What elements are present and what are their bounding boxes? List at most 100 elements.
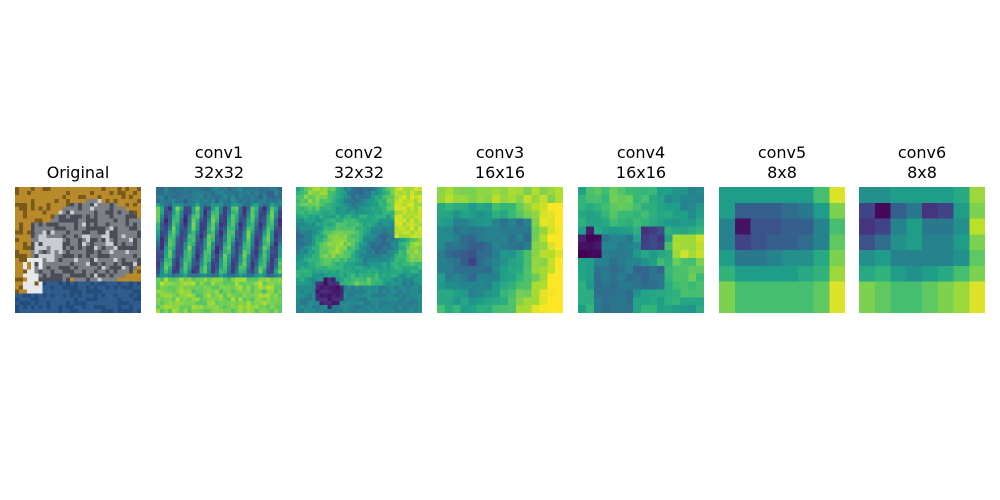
conv6-cell xyxy=(937,234,954,251)
photo-pixel xyxy=(46,269,51,274)
conv2-cell xyxy=(414,222,419,227)
conv1-cell xyxy=(274,265,279,270)
conv2-cell xyxy=(378,301,383,306)
conv1-cell xyxy=(258,214,263,219)
conv6-cell xyxy=(922,250,938,266)
conv1-cell xyxy=(179,246,184,251)
conv1-cell xyxy=(179,206,184,211)
conv3-cell xyxy=(507,226,516,235)
conv3-cell xyxy=(452,289,461,298)
conv1-cell xyxy=(242,257,247,262)
conv3-cell xyxy=(500,218,508,227)
conv2-cell xyxy=(394,285,399,290)
photo-pixel xyxy=(58,198,63,203)
photo-pixel xyxy=(26,187,31,191)
conv2-cell xyxy=(382,226,387,231)
conv1-cell xyxy=(159,234,164,239)
conv3-cell xyxy=(437,297,445,306)
photo-pixel xyxy=(70,198,75,203)
conv4-cell xyxy=(609,242,618,251)
conv3-cell xyxy=(547,242,556,251)
conv3-cell xyxy=(468,265,477,274)
conv2-cell xyxy=(331,269,336,274)
conv2-cell xyxy=(351,265,356,270)
conv1-cell xyxy=(207,214,212,219)
photo-pixel xyxy=(113,293,118,298)
conv1-cell xyxy=(222,277,227,282)
conv4-cell xyxy=(641,218,649,227)
photo-pixel xyxy=(38,194,43,199)
conv1-cell xyxy=(262,273,267,278)
conv3-cell xyxy=(547,289,556,298)
conv2-cell xyxy=(343,250,348,254)
conv1-cell xyxy=(207,234,212,239)
conv5-cell xyxy=(797,281,814,298)
photo-pixel xyxy=(62,234,67,239)
conv1-cell xyxy=(230,289,235,294)
photo-pixel xyxy=(54,309,59,313)
photo-pixel xyxy=(34,222,39,227)
conv4-cell xyxy=(672,218,681,227)
conv3-cell xyxy=(484,194,493,203)
conv4-cell xyxy=(696,297,704,306)
conv2-cell xyxy=(315,194,320,199)
conv1-cell xyxy=(191,269,196,274)
photo-pixel xyxy=(38,198,43,203)
conv2-cell xyxy=(335,305,340,310)
photo-pixel xyxy=(34,230,39,235)
photo-pixel xyxy=(38,253,43,258)
conv1-cell xyxy=(226,234,231,239)
photo-pixel xyxy=(46,230,51,235)
photo-pixel xyxy=(74,297,79,302)
conv1-cell xyxy=(258,190,263,195)
conv4-cell xyxy=(641,194,649,203)
conv2-cell xyxy=(355,194,360,199)
conv1-cell xyxy=(179,226,184,231)
conv3-cell xyxy=(555,218,563,227)
conv1-cell xyxy=(183,305,188,310)
conv4-cell xyxy=(664,218,673,227)
conv2-cell xyxy=(394,293,399,298)
conv1-cell xyxy=(171,277,176,282)
conv1-cell xyxy=(171,198,176,203)
conv2-cell xyxy=(402,202,407,207)
photo-pixel xyxy=(78,202,82,207)
conv1-cell xyxy=(183,222,188,227)
photo-pixel xyxy=(105,230,110,235)
conv3-cell xyxy=(523,187,532,195)
conv2-cell xyxy=(366,234,371,239)
conv2-cell xyxy=(323,242,328,247)
conv1-cell xyxy=(262,250,267,254)
photo-pixel xyxy=(46,238,51,243)
conv2-cell xyxy=(362,194,367,199)
photo-pixel xyxy=(125,297,130,302)
conv2-cell xyxy=(410,234,415,239)
conv1-cell xyxy=(230,222,235,227)
conv1-cell xyxy=(183,277,188,282)
conv2-cell xyxy=(311,206,316,211)
conv3-cell xyxy=(507,281,516,290)
photo-pixel xyxy=(97,238,102,243)
photo-pixel xyxy=(89,297,94,302)
conv1-cell xyxy=(238,301,243,306)
conv2-cell xyxy=(311,277,316,282)
photo-pixel xyxy=(22,305,27,310)
conv2-cell xyxy=(319,301,324,306)
conv1-cell xyxy=(230,234,235,239)
conv2-cell xyxy=(311,273,316,278)
conv2-cell xyxy=(370,222,375,227)
conv2-cell xyxy=(327,214,332,219)
conv2-cell xyxy=(319,234,324,239)
conv2-cell xyxy=(299,210,304,215)
conv1-cell xyxy=(171,234,176,239)
conv1-cell xyxy=(278,242,282,247)
photo-pixel xyxy=(89,269,94,274)
conv1-cell xyxy=(203,261,208,266)
conv1-cell xyxy=(222,281,227,286)
photo-pixel xyxy=(81,265,86,270)
conv4-cell xyxy=(688,305,697,313)
conv2-cell xyxy=(335,222,340,227)
photo-pixel xyxy=(81,198,86,203)
conv2-cell xyxy=(315,250,320,254)
conv1-cell xyxy=(203,277,208,282)
